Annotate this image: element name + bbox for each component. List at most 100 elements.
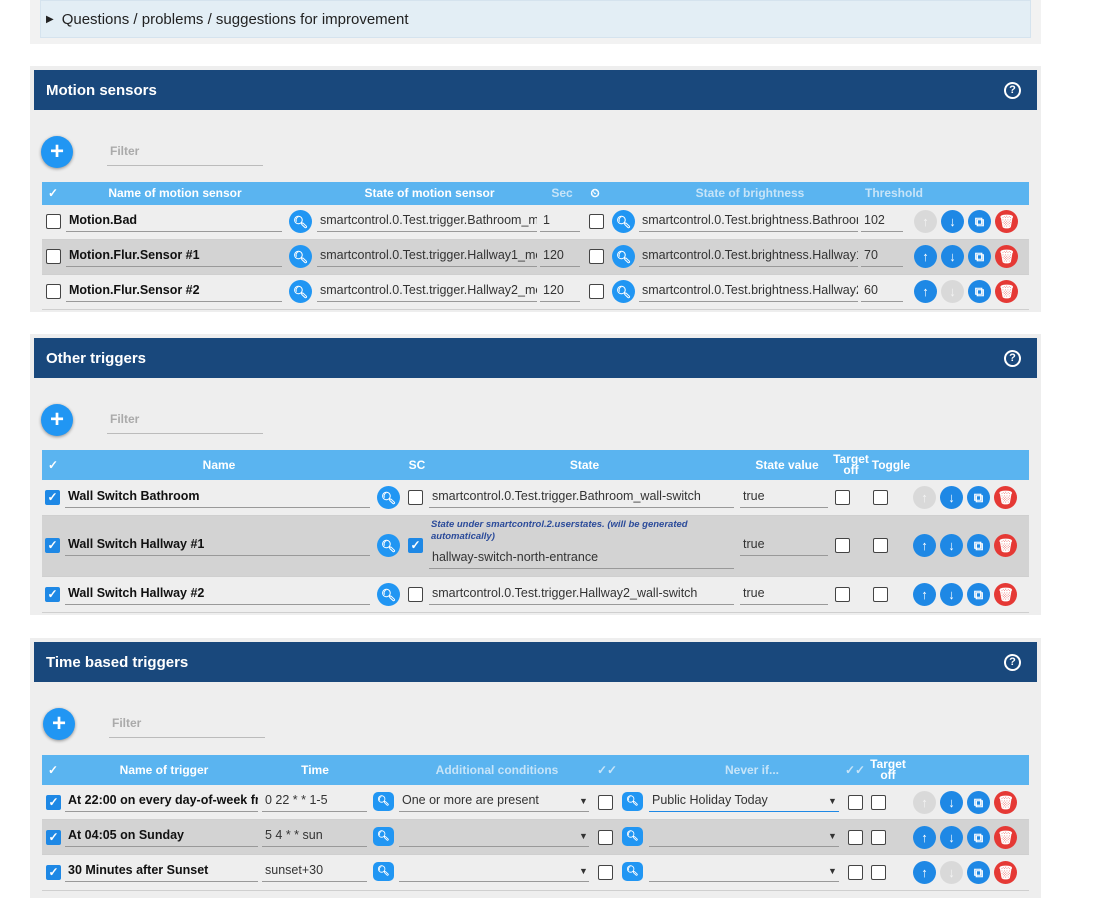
move-down-button[interactable]: ↓ xyxy=(940,583,963,606)
state-field[interactable]: hallway-switch-north-entrance xyxy=(429,547,734,569)
move-up-button[interactable]: ↑ xyxy=(914,245,937,268)
conditions-all-checkbox[interactable] xyxy=(598,830,613,845)
delete-button[interactable]: 🗑︎ xyxy=(994,534,1017,557)
timer-checkbox[interactable] xyxy=(589,284,604,299)
conditions-select[interactable] xyxy=(399,860,589,882)
threshold-field[interactable]: 60 xyxy=(861,280,903,302)
name-field[interactable]: Wall Switch Hallway #2 xyxy=(65,583,370,605)
conditions-all-checkbox[interactable] xyxy=(598,865,613,880)
row-checkbox[interactable]: ✓ xyxy=(45,587,60,602)
state-field[interactable]: smartcontrol.0.Test.trigger.Hallway1_mot xyxy=(317,245,537,267)
sc-checkbox[interactable] xyxy=(408,587,423,602)
name-field[interactable]: At 04:05 on Sunday xyxy=(65,825,258,847)
delete-button[interactable]: 🗑︎ xyxy=(995,210,1018,233)
search-icon[interactable]: 🔍︎ xyxy=(373,792,394,811)
delete-button[interactable]: 🗑︎ xyxy=(995,245,1018,268)
add-trigger-button[interactable]: + xyxy=(41,404,73,436)
add-motion-sensor-button[interactable]: + xyxy=(41,136,73,168)
move-up-button[interactable]: ↑ xyxy=(913,791,936,814)
target-off-checkbox[interactable] xyxy=(835,490,850,505)
name-field[interactable]: 30 Minutes after Sunset xyxy=(65,860,258,882)
row-checkbox[interactable] xyxy=(46,284,61,299)
search-icon[interactable]: 🔍︎ xyxy=(377,583,400,606)
sec-field[interactable]: 120 xyxy=(540,245,580,267)
delete-button[interactable]: 🗑︎ xyxy=(994,486,1017,509)
name-field[interactable]: Wall Switch Hallway #1 xyxy=(65,534,370,556)
copy-button[interactable]: ⧉ xyxy=(968,280,991,303)
never-if-select[interactable] xyxy=(649,860,839,882)
copy-button[interactable]: ⧉ xyxy=(967,791,990,814)
name-field[interactable]: Motion.Bad xyxy=(66,210,282,232)
delete-button[interactable]: 🗑︎ xyxy=(994,583,1017,606)
row-checkbox[interactable] xyxy=(46,249,61,264)
row-checkbox[interactable] xyxy=(46,214,61,229)
row-checkbox[interactable]: ✓ xyxy=(45,538,60,553)
move-down-button[interactable]: ↓ xyxy=(941,210,964,233)
state-value-field[interactable]: true xyxy=(740,486,828,508)
search-icon[interactable]: 🔍︎ xyxy=(612,280,635,303)
never-if-select[interactable]: Public Holiday Today xyxy=(649,790,839,812)
copy-button[interactable]: ⧉ xyxy=(967,826,990,849)
sec-field[interactable]: 1 xyxy=(540,210,580,232)
search-icon[interactable]: 🔍︎ xyxy=(622,792,643,811)
name-field[interactable]: Motion.Flur.Sensor #2 xyxy=(66,280,282,302)
move-up-button[interactable]: ↑ xyxy=(913,583,936,606)
sc-checkbox[interactable] xyxy=(408,490,423,505)
time-field[interactable]: 5 4 * * sun xyxy=(262,825,367,847)
move-down-button[interactable]: ↓ xyxy=(940,534,963,557)
row-checkbox[interactable]: ✓ xyxy=(46,865,61,880)
never-all-checkbox[interactable] xyxy=(848,865,863,880)
search-icon[interactable]: 🔍︎ xyxy=(612,210,635,233)
copy-button[interactable]: ⧉ xyxy=(967,861,990,884)
search-icon[interactable]: 🔍︎ xyxy=(373,827,394,846)
move-down-button[interactable]: ↓ xyxy=(941,245,964,268)
help-icon[interactable]: ? xyxy=(1004,349,1021,367)
delete-button[interactable]: 🗑︎ xyxy=(994,861,1017,884)
search-icon[interactable]: 🔍︎ xyxy=(622,862,643,881)
help-icon[interactable]: ? xyxy=(1004,653,1021,671)
search-icon[interactable]: 🔍︎ xyxy=(289,210,312,233)
move-up-button[interactable]: ↑ xyxy=(914,210,937,233)
state-field[interactable]: smartcontrol.0.Test.trigger.Bathroom_wal… xyxy=(429,486,734,508)
target-off-checkbox[interactable] xyxy=(835,587,850,602)
delete-button[interactable]: 🗑︎ xyxy=(995,280,1018,303)
never-all-checkbox[interactable] xyxy=(848,795,863,810)
state-field[interactable]: smartcontrol.0.Test.trigger.Hallway2_mot xyxy=(317,280,537,302)
conditions-all-checkbox[interactable] xyxy=(598,795,613,810)
threshold-field[interactable]: 70 xyxy=(861,245,903,267)
target-off-checkbox[interactable] xyxy=(835,538,850,553)
move-down-button[interactable]: ↓ xyxy=(941,280,964,303)
filter-input[interactable]: Filter xyxy=(109,716,265,738)
name-field[interactable]: At 22:00 on every day-of-week fr xyxy=(65,790,258,812)
search-icon[interactable]: 🔍︎ xyxy=(612,245,635,268)
search-icon[interactable]: 🔍︎ xyxy=(289,280,312,303)
copy-button[interactable]: ⧉ xyxy=(967,583,990,606)
state-field[interactable]: smartcontrol.0.Test.trigger.Bathroom_mc xyxy=(317,210,537,232)
toggle-checkbox[interactable] xyxy=(873,490,888,505)
target-off-checkbox[interactable] xyxy=(871,865,886,880)
brightness-field[interactable]: smartcontrol.0.Test.brightness.Bathroom xyxy=(639,210,858,232)
add-time-trigger-button[interactable]: + xyxy=(43,708,75,740)
search-icon[interactable]: 🔍︎ xyxy=(377,534,400,557)
brightness-field[interactable]: smartcontrol.0.Test.brightness.Hallway1_ xyxy=(639,245,858,267)
move-up-button[interactable]: ↑ xyxy=(913,826,936,849)
state-value-field[interactable]: true xyxy=(740,583,828,605)
move-down-button[interactable]: ↓ xyxy=(940,486,963,509)
row-checkbox[interactable]: ✓ xyxy=(46,795,61,810)
copy-button[interactable]: ⧉ xyxy=(968,210,991,233)
move-down-button[interactable]: ↓ xyxy=(940,861,963,884)
move-down-button[interactable]: ↓ xyxy=(940,791,963,814)
faq-toggle[interactable]: ▶ Questions / problems / suggestions for… xyxy=(40,0,1031,38)
filter-input[interactable]: Filter xyxy=(107,412,263,434)
row-checkbox[interactable]: ✓ xyxy=(46,830,61,845)
delete-button[interactable]: 🗑︎ xyxy=(994,826,1017,849)
sc-checkbox[interactable]: ✓ xyxy=(408,538,423,553)
move-down-button[interactable]: ↓ xyxy=(940,826,963,849)
name-field[interactable]: Wall Switch Bathroom xyxy=(65,486,370,508)
help-icon[interactable]: ? xyxy=(1004,81,1021,99)
move-up-button[interactable]: ↑ xyxy=(914,280,937,303)
timer-checkbox[interactable] xyxy=(589,214,604,229)
never-all-checkbox[interactable] xyxy=(848,830,863,845)
delete-button[interactable]: 🗑︎ xyxy=(994,791,1017,814)
filter-input[interactable]: Filter xyxy=(107,144,263,166)
